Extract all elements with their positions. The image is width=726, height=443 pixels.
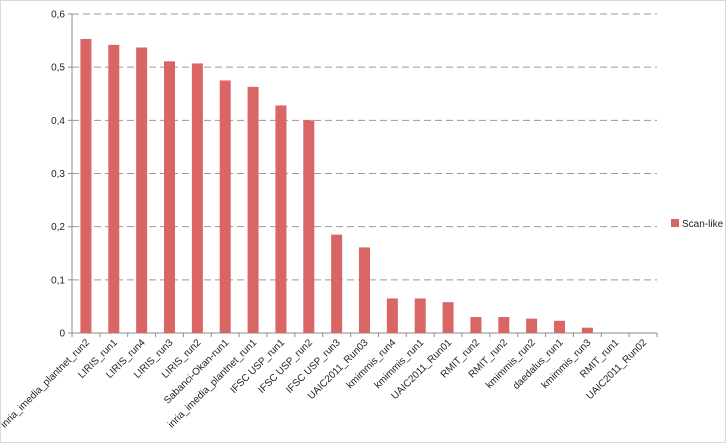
- bar: [80, 38, 92, 333]
- bar: [191, 63, 203, 333]
- y-tick-label: 0,5: [51, 63, 65, 74]
- bar: [303, 120, 315, 333]
- legend-label: Scan-like: [682, 219, 724, 230]
- y-tick-label: 0,3: [51, 169, 65, 180]
- bar: [331, 234, 343, 333]
- bar: [386, 298, 398, 333]
- bar: [359, 247, 370, 333]
- bar: [136, 47, 148, 334]
- bar: [554, 320, 565, 333]
- y-tick-label: 0,6: [51, 10, 65, 21]
- y-tick-label: 0,4: [51, 116, 65, 127]
- legend-swatch: [671, 219, 679, 227]
- bar: [275, 105, 287, 334]
- bar: [414, 298, 426, 333]
- bar: [442, 302, 454, 333]
- y-tick-label: 0: [59, 329, 65, 340]
- bar: [470, 317, 482, 333]
- bar: [526, 318, 538, 333]
- x-tick-label: inria_imedia_plantnet_run2: [1, 337, 92, 430]
- bar: [164, 61, 175, 334]
- bar: [247, 86, 259, 333]
- bar: [108, 44, 120, 333]
- bar: [498, 317, 510, 333]
- y-tick-label: 0,2: [51, 222, 65, 233]
- bar: [581, 327, 593, 333]
- bar: [219, 80, 231, 333]
- y-tick-label: 0,1: [51, 275, 65, 286]
